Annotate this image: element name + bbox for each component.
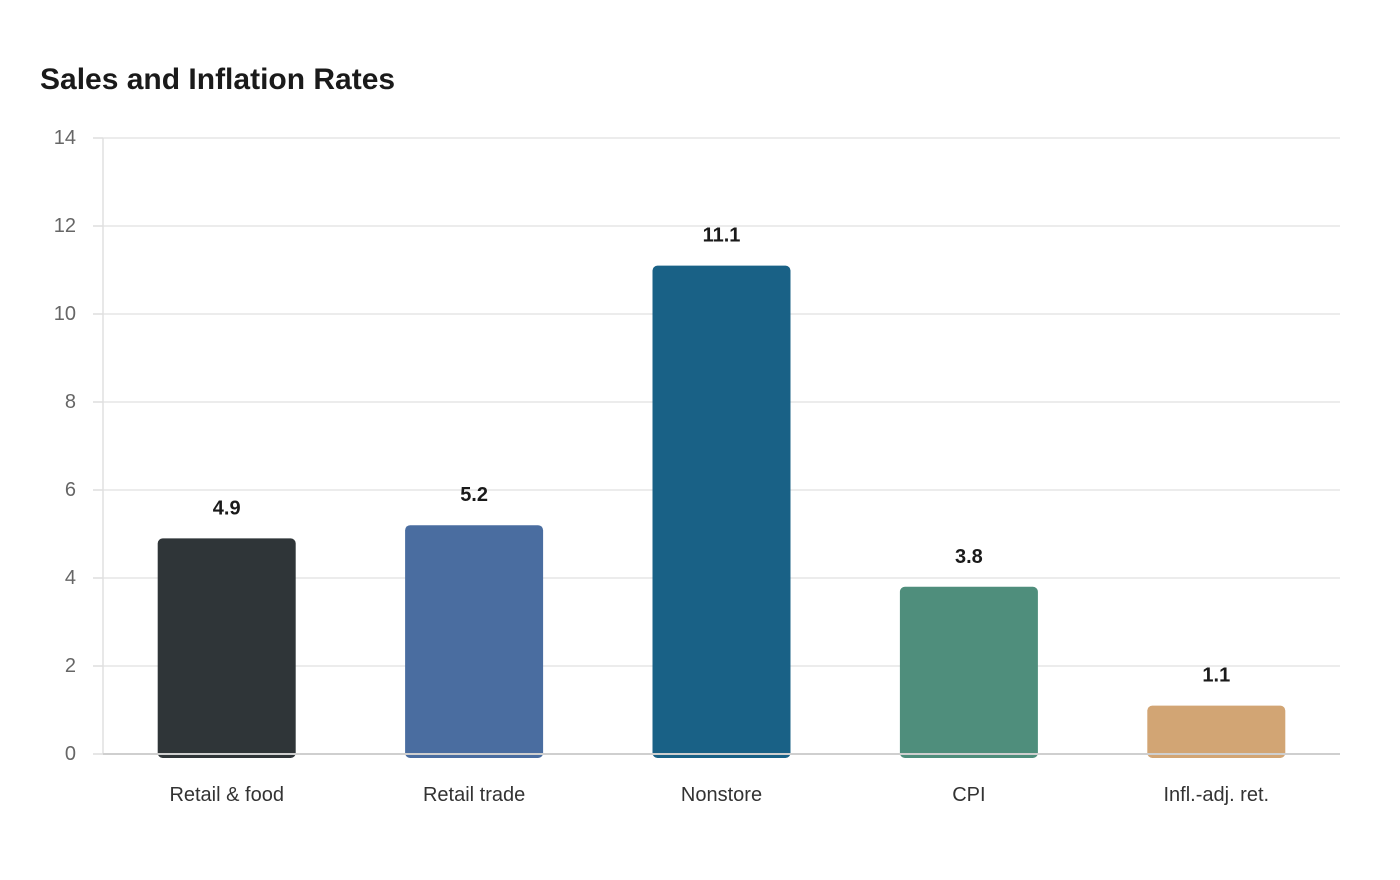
y-tick-label: 0 — [65, 743, 76, 765]
y-tick-label: 8 — [65, 391, 76, 413]
y-tick-label: 6 — [65, 479, 76, 501]
bar-1 — [157, 538, 296, 758]
chart-title: Sales and Inflation Rates — [40, 63, 396, 96]
data-label: 11.1 — [703, 225, 741, 247]
y-tick-label: 10 — [54, 303, 76, 325]
bar-4 — [899, 586, 1038, 758]
y-tick-label: 14 — [54, 127, 76, 149]
y-tick-label: 2 — [65, 655, 76, 677]
x-tick-label: Retail trade — [423, 784, 525, 806]
data-label: 5.2 — [460, 484, 488, 506]
x-tick-label: Retail & food — [169, 784, 284, 806]
data-label: 4.9 — [213, 497, 241, 519]
y-tick-label: 4 — [65, 567, 76, 589]
bar-5 — [1147, 705, 1286, 758]
x-tick-label: Nonstore — [681, 784, 762, 806]
labels: 4.9 Retail & food 5.2 Retail trade 11.1 Nonst… — [169, 225, 1269, 806]
x-tick-label: CPI — [952, 784, 985, 806]
bars — [157, 265, 1286, 758]
x-tick-label: Infl.-adj. ret. — [1163, 784, 1269, 806]
axes: 0 2 4 6 8 10 12 14 — [54, 127, 1340, 765]
data-label: 1.1 — [1202, 665, 1230, 687]
bar-2 — [405, 525, 544, 758]
y-tick-label: 12 — [54, 215, 76, 237]
bar-3 — [652, 265, 791, 758]
data-label: 3.8 — [955, 546, 983, 568]
